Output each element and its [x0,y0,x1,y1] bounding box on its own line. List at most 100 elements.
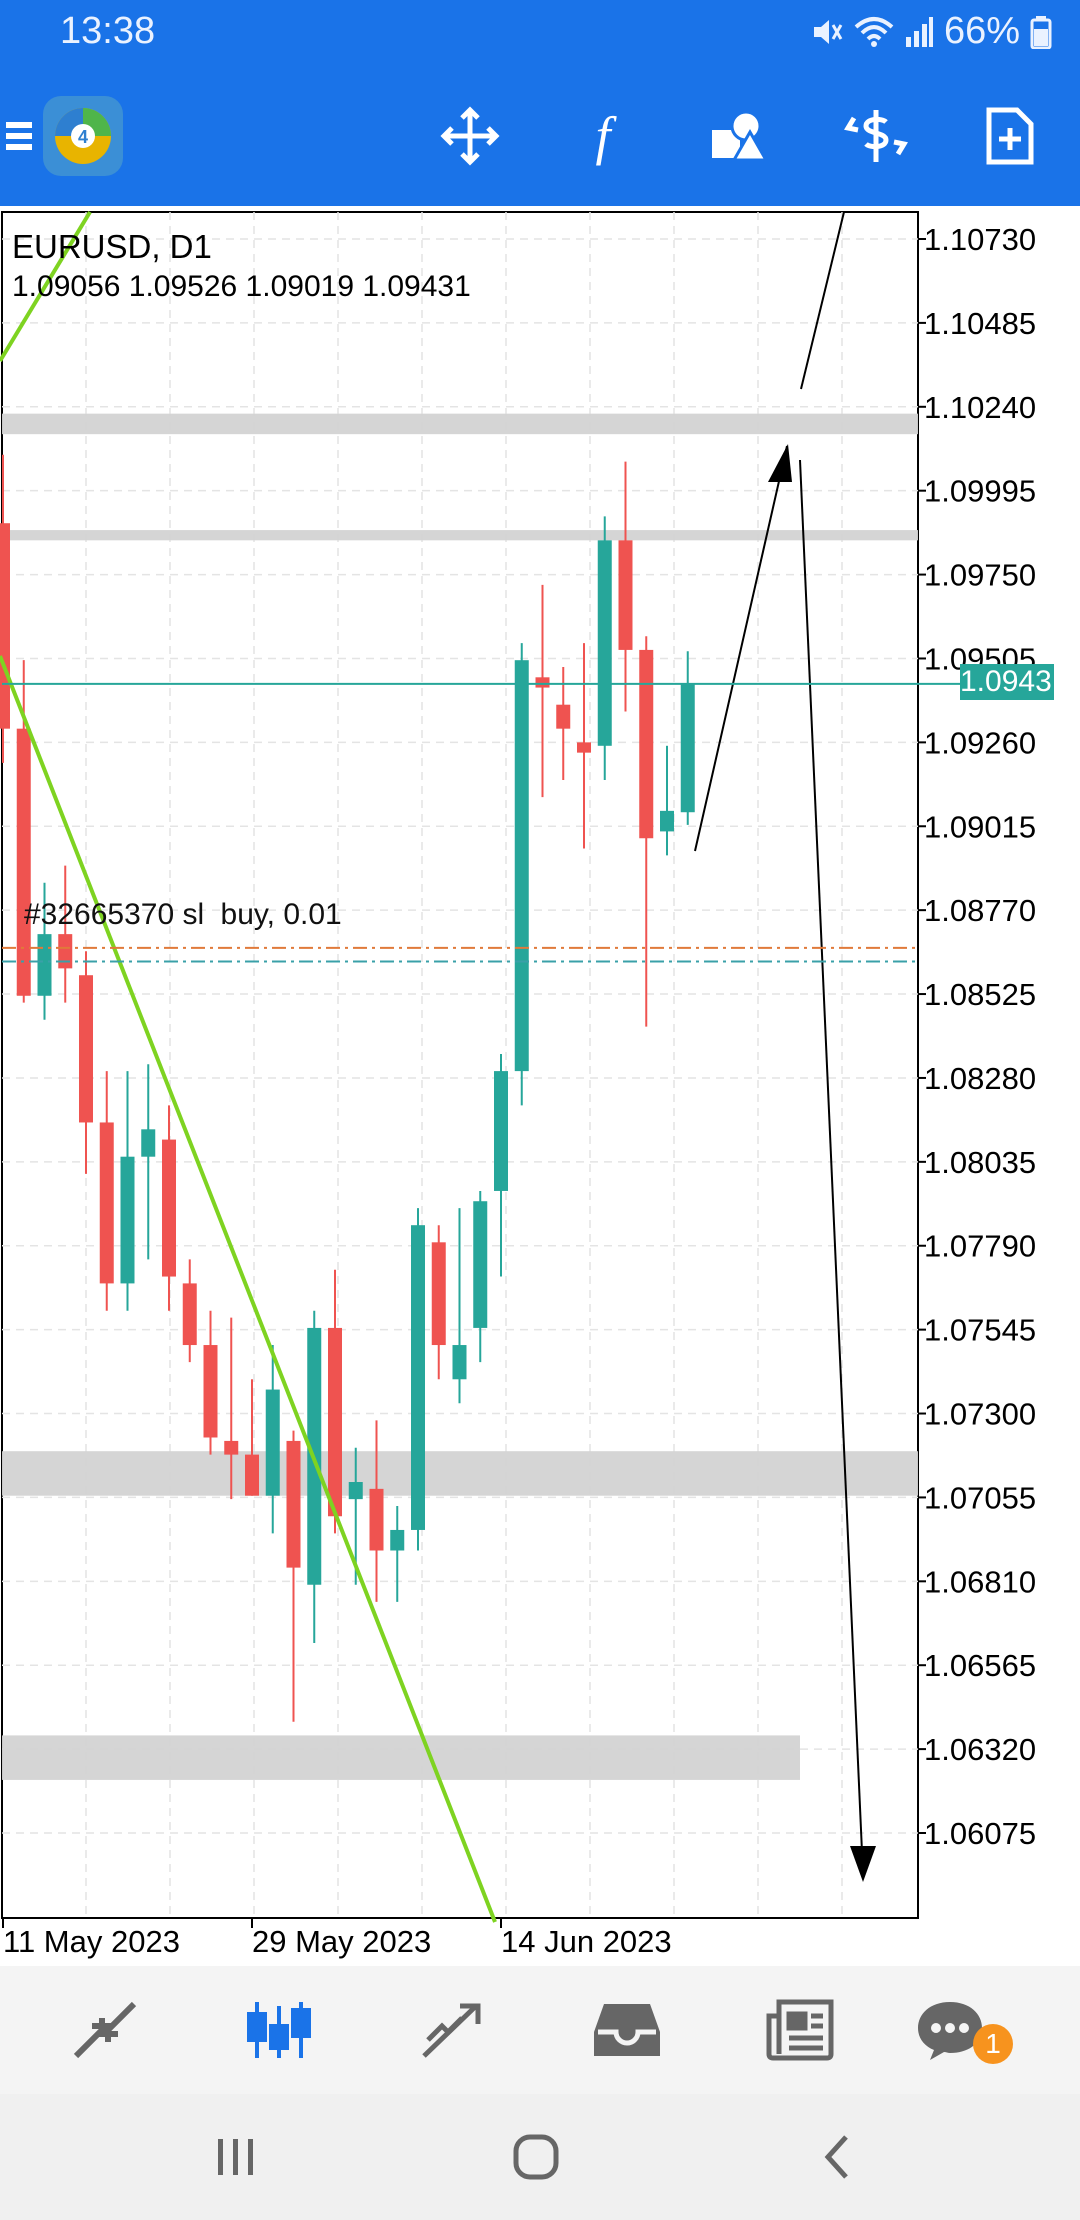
plot-frame [1,211,919,1919]
candle-body [431,1242,446,1346]
arrow-top-line [800,211,845,390]
y-tick-label: 1.07545 [924,1313,1036,1348]
x-tick-label: 11 May 2023 [3,1924,180,1959]
hamburger-icon[interactable] [0,66,40,206]
candle-body [37,934,52,996]
candle-body [660,810,674,832]
y-tick-label: 1.06075 [924,1816,1036,1851]
y-tick-label: 1.09260 [924,725,1036,760]
order-buy-text: buy, 0.01 [220,898,342,931]
y-tick-label: 1.07790 [924,1229,1036,1264]
crosshair-move-icon[interactable] [420,66,520,206]
candle-body [348,1482,363,1500]
y-tick-label: 1.06810 [924,1564,1036,1599]
candle-body [597,540,612,746]
new-document-icon[interactable] [960,66,1060,206]
system-nav-bar [0,2094,1080,2220]
y-tick-label: 1.06565 [924,1648,1036,1683]
metatrader-logo[interactable]: 4 [42,66,124,206]
home-icon[interactable] [476,2094,596,2220]
y-tick-label: 1.07055 [924,1480,1036,1515]
dollar-trade-icon[interactable] [826,66,926,206]
chart-area[interactable]: 1.10730 1.10485 1.10240 1.09995 1.09750 1.095… [0,206,1080,1966]
y-tick-label: 1.08525 [924,977,1036,1012]
candle-body [535,677,550,688]
y-tick-label: 1.10730 [924,222,1036,257]
trade-icon[interactable] [378,1966,528,2094]
chart-grid [1,211,919,1919]
candles [0,454,695,1722]
time-axis: 11 May 2023 29 May 2023 14 Jun 2023 [2,1918,672,1959]
arrow-up-line [694,445,788,852]
y-tick-label: 1.07300 [924,1397,1036,1432]
candle-body [452,1345,467,1380]
battery-icon [1030,15,1052,49]
candle-body [411,1225,425,1530]
arrow-down-line [799,459,863,1853]
y-tick-label: 1.08035 [924,1145,1036,1180]
ohlc-label: 1.09056 1.09526 1.09019 1.09431 [12,270,471,303]
top-toolbar: 4 f [0,66,1080,206]
candle-body [0,523,10,729]
current-price-tag: 1.09431 [960,664,1069,700]
price-lines [2,682,960,963]
back-icon[interactable] [778,2094,898,2220]
recent-apps-icon[interactable] [176,2094,296,2220]
arrow-down-head [850,1846,876,1882]
candle-body [16,728,31,996]
trendline-up [0,210,92,363]
trend-lines [0,210,876,1923]
sr-zones [2,413,918,1780]
y-tick-label: 1.09995 [924,474,1036,509]
candle-body [369,1488,384,1551]
status-icons: 66% [810,10,1052,53]
candle-body [618,540,633,650]
candlestick-chart[interactable]: 1.107301.104851.102401.099951.097501.095… [0,206,1080,1966]
bottom-nav: 1 [0,1966,1080,2094]
candle-body [162,1139,176,1277]
candle-body [79,975,93,1123]
candle-body [577,742,591,753]
function-indicator-icon[interactable]: f [553,66,653,206]
candle-body [680,683,695,813]
mute-icon [813,19,843,44]
candle-body [639,649,654,839]
arrow-up-head [768,444,792,482]
messages-icon[interactable]: 1 [875,1966,1025,2094]
messages-badge: 1 [973,2024,1013,2064]
candle-body [224,1440,239,1455]
y-tick-label: 1.10485 [924,306,1036,341]
objects-shapes-icon[interactable] [688,66,788,206]
svg-text:f: f [595,106,617,166]
chart-icon[interactable] [205,1966,355,2094]
battery-percent: 66% [943,10,1020,52]
candle-body [120,1156,135,1284]
y-tick-label: 1.06320 [924,1732,1036,1767]
x-tick-label: 14 Jun 2023 [501,1924,672,1959]
candle-body [328,1327,342,1517]
quotes-icon[interactable] [30,1966,180,2094]
y-tick-label: 1.09015 [924,809,1036,844]
candle-body [245,1454,259,1496]
status-bar: 13:38 66% [0,0,1080,66]
sr-zone [2,1451,918,1496]
candle-body [265,1389,280,1496]
x-tick-label: 29 May 2023 [252,1924,431,1959]
news-icon[interactable] [725,1966,875,2094]
order-label: #32665370 sl buy, 0.01 [24,898,342,932]
candle-body [182,1283,197,1346]
svg-text:4: 4 [78,127,88,147]
price-axis: 1.107301.104851.102401.099951.097501.095… [918,222,1036,1851]
candle-body [286,1440,301,1568]
order-sl-text: #32665370 sl [24,898,205,931]
sr-zone [2,530,918,541]
y-tick-label: 1.09750 [924,558,1036,593]
y-tick-label: 1.08280 [924,1061,1036,1096]
wifi-icon [854,16,894,47]
status-time: 13:38 [60,10,156,52]
history-icon[interactable] [552,1966,702,2094]
sr-zone [2,1735,800,1780]
symbol-label: EURUSD, D1 [12,228,212,265]
candle-body [514,660,529,1072]
candle-body [473,1201,488,1328]
